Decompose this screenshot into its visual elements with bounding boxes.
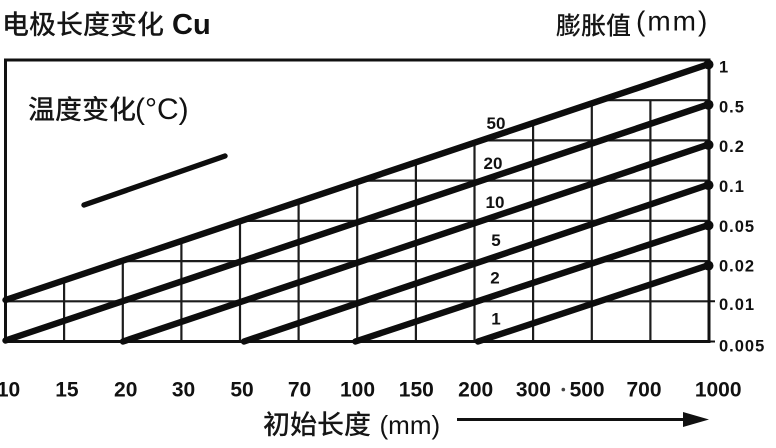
svg-text:10: 10 bbox=[0, 378, 20, 401]
svg-text:1: 1 bbox=[491, 310, 500, 329]
svg-text:5: 5 bbox=[491, 231, 500, 250]
svg-text:0.005: 0.005 bbox=[719, 337, 765, 355]
svg-text:(mm): (mm) bbox=[380, 410, 441, 440]
svg-text:0.2: 0.2 bbox=[719, 138, 745, 156]
svg-text:0.05: 0.05 bbox=[719, 218, 755, 236]
svg-text:(mm): (mm) bbox=[636, 6, 709, 37]
svg-text:10: 10 bbox=[486, 193, 505, 212]
svg-text:50: 50 bbox=[230, 378, 253, 401]
svg-text:70: 70 bbox=[288, 378, 311, 401]
svg-text:1000: 1000 bbox=[695, 378, 742, 401]
svg-text:2: 2 bbox=[490, 269, 499, 288]
svg-text:0.01: 0.01 bbox=[719, 296, 755, 314]
svg-text:700: 700 bbox=[626, 378, 661, 401]
svg-text:0.02: 0.02 bbox=[719, 258, 755, 276]
svg-text:20: 20 bbox=[114, 378, 137, 401]
svg-text:300: 300 bbox=[516, 378, 551, 401]
svg-text:0.1: 0.1 bbox=[719, 178, 745, 196]
svg-text:30: 30 bbox=[172, 378, 195, 401]
svg-text:150: 150 bbox=[399, 378, 434, 401]
svg-text:20: 20 bbox=[484, 154, 503, 173]
svg-text:1: 1 bbox=[719, 58, 729, 76]
svg-text:15: 15 bbox=[55, 378, 79, 401]
svg-text:50: 50 bbox=[487, 114, 506, 133]
svg-text:500: 500 bbox=[570, 378, 605, 401]
svg-text:200: 200 bbox=[458, 378, 493, 401]
svg-text:(°C): (°C) bbox=[135, 93, 189, 126]
svg-text:100: 100 bbox=[340, 378, 375, 401]
svg-text:0.5: 0.5 bbox=[719, 99, 745, 117]
svg-text:Cu: Cu bbox=[172, 9, 211, 41]
